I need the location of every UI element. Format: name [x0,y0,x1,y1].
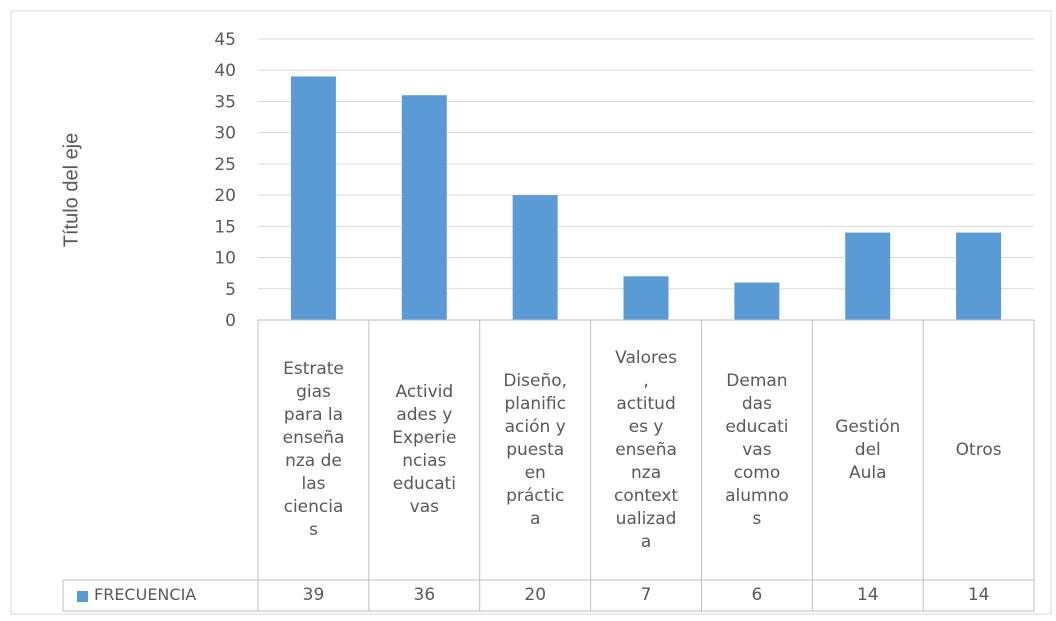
x-category-label: Otros [955,439,1002,460]
data-table-value: 14 [967,585,990,605]
data-table-value: 36 [413,585,436,605]
x-category-label: Diseño, planific ación y puesta en práct… [503,370,568,529]
bars [290,76,1002,320]
y-tick-label: 5 [225,280,236,300]
y-tick-label: 20 [214,186,236,206]
series-name: FRECUENCIA [94,585,197,604]
y-tick-label: 30 [214,124,236,144]
y-axis-title-text: Título del eje [60,132,83,248]
y-tick-label: 45 [214,30,236,50]
x-category-label: Valores , actitud es y enseña nza contex… [614,347,679,552]
y-tick-label: 15 [214,217,236,237]
data-table-value: 6 [751,585,763,605]
data-table-value: 14 [856,585,879,605]
bar [401,95,447,320]
bar [623,276,669,320]
data-table-value: 39 [302,585,325,605]
legend-key [77,591,88,602]
y-tick-label: 10 [214,249,236,269]
y-tick-label: 40 [214,61,236,81]
data-table-value: 20 [524,585,547,605]
bar [290,76,336,320]
y-tick-label: 25 [214,155,236,175]
x-category-label: Gestión del Aula [835,416,901,483]
y-tick-label: 35 [214,92,236,112]
x-category-label: Activid ades y Experie ncias educati vas [392,382,457,517]
y-tick-label: 0 [225,311,236,331]
bar [956,232,1002,320]
data-table-lines [62,319,1035,612]
data-table-value: 7 [640,585,652,605]
bar [512,195,558,320]
x-category-label: Estrate gias para la enseña nza de las c… [282,359,345,540]
x-category-label: Deman das educati vas como alumno s [725,370,789,529]
y-tick-labels: 0 5 10 15 20 25 30 35 40 45 [214,30,236,331]
bar [734,282,780,320]
bar [845,232,891,320]
gridlines [258,38,1034,290]
